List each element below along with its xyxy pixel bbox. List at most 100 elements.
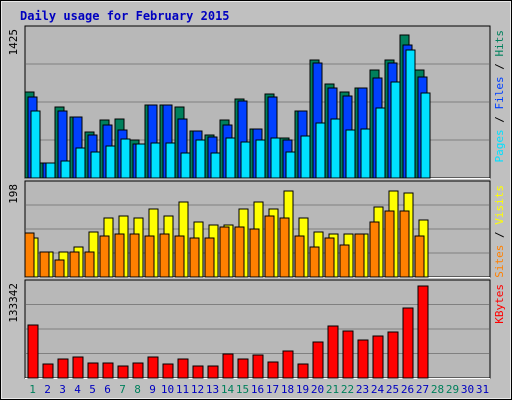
bar-pages-day-9 (150, 142, 161, 179)
bar-kbytes-day-14 (222, 353, 234, 379)
bar-sites-day-16 (249, 228, 260, 278)
bar-pages-day-5 (90, 151, 101, 179)
y-max-label: 198 (7, 184, 20, 204)
day-label-31: 31 (476, 383, 489, 396)
bar-sites-day-19 (294, 235, 305, 278)
day-label-5: 5 (89, 383, 96, 396)
legend: Sites / Visits (493, 185, 506, 278)
day-label-27: 27 (416, 383, 429, 396)
bar-pages-day-19 (300, 135, 311, 179)
bar-pages-day-13 (210, 152, 221, 179)
legend-separator: / (493, 225, 506, 245)
day-label-6: 6 (104, 383, 111, 396)
bar-kbytes-day-15 (237, 358, 249, 379)
day-label-16: 16 (251, 383, 264, 396)
bar-pages-day-12 (195, 139, 206, 179)
bar-pages-day-1 (30, 110, 41, 179)
bar-pages-day-2 (45, 162, 56, 179)
bar-kbytes-day-24 (372, 335, 384, 379)
day-label-20: 20 (311, 383, 324, 396)
bar-pages-day-14 (225, 137, 236, 179)
bar-kbytes-day-8 (132, 362, 144, 379)
day-label-4: 4 (74, 383, 81, 396)
day-label-18: 18 (281, 383, 294, 396)
chart-title: Daily usage for February 2015 (20, 9, 230, 23)
day-label-9: 9 (149, 383, 156, 396)
bar-sites-day-22 (339, 244, 350, 278)
hits-files-pages-panel: 1425 Pages / Files / Hits (7, 25, 506, 179)
bar-kbytes-day-5 (87, 362, 99, 379)
day-label-23: 23 (356, 383, 369, 396)
bar-pages-day-24 (375, 107, 386, 179)
bar-sites-day-6 (99, 235, 110, 278)
bar-kbytes-day-11 (177, 358, 189, 379)
bar-sites-day-18 (279, 217, 290, 278)
bar-kbytes-day-23 (357, 339, 369, 379)
bar-pages-day-23 (360, 128, 371, 179)
day-label-13: 13 (206, 383, 219, 396)
day-label-30: 30 (461, 383, 474, 396)
bar-sites-day-8 (129, 233, 140, 278)
bar-sites-day-9 (144, 235, 155, 278)
bar-pages-day-15 (240, 141, 251, 179)
bar-pages-day-26 (405, 49, 416, 179)
day-label-21: 21 (326, 383, 339, 396)
bar-kbytes-day-6 (102, 362, 114, 379)
bar-pages-day-4 (75, 147, 86, 179)
bar-sites-day-7 (114, 233, 125, 278)
day-label-15: 15 (236, 383, 249, 396)
day-label-25: 25 (386, 383, 399, 396)
bar-kbytes-day-2 (42, 363, 54, 379)
legend-separator: / (493, 110, 506, 130)
bar-sites-day-21 (324, 237, 335, 278)
legend: Pages / Files / Hits (493, 30, 506, 163)
bar-kbytes-day-16 (252, 354, 264, 379)
bar-kbytes-day-25 (387, 331, 399, 379)
bar-kbytes-day-13 (207, 365, 219, 379)
bar-kbytes-day-26 (402, 307, 414, 379)
bar-sites-day-25 (384, 210, 395, 278)
legend: KBytes (493, 284, 506, 324)
bar-pages-day-6 (105, 145, 116, 179)
legend-separator: / (493, 57, 506, 77)
day-label-10: 10 (161, 383, 174, 396)
bar-pages-day-22 (345, 129, 356, 179)
day-label-2: 2 (44, 383, 51, 396)
bar-sites-day-24 (369, 221, 380, 278)
legend-entry-hits: Hits (493, 30, 506, 57)
day-label-22: 22 (341, 383, 354, 396)
bar-kbytes-day-4 (72, 356, 84, 379)
bar-pages-day-3 (60, 160, 71, 179)
legend-entry-files: Files (493, 76, 506, 109)
y-max-label: 1425 (7, 29, 20, 56)
legend-entry-pages: Pages (493, 129, 506, 162)
legend-entry-kbytes: KBytes (493, 284, 506, 324)
bar-kbytes-day-12 (192, 365, 204, 379)
bar-sites-day-10 (159, 233, 170, 278)
bar-pages-day-11 (180, 152, 191, 179)
bar-sites-day-23 (354, 233, 365, 278)
bar-pages-day-17 (270, 137, 281, 179)
bar-pages-day-7 (120, 138, 131, 179)
bar-sites-day-11 (174, 235, 185, 278)
bar-kbytes-day-27 (417, 285, 429, 379)
kbytes-panel: 133342 KBytes (7, 279, 506, 379)
bar-sites-day-17 (264, 215, 275, 278)
bar-pages-day-18 (285, 151, 296, 179)
day-label-28: 28 (431, 383, 444, 396)
bar-kbytes-day-1 (27, 324, 39, 379)
bar-sites-day-4 (69, 251, 80, 278)
bar-sites-day-3 (54, 259, 65, 278)
day-label-26: 26 (401, 383, 414, 396)
bar-pages-day-16 (255, 139, 266, 179)
bar-sites-day-20 (309, 246, 320, 278)
day-label-14: 14 (221, 383, 235, 396)
day-label-1: 1 (29, 383, 36, 396)
bar-sites-day-1 (24, 232, 35, 278)
bar-pages-day-20 (315, 122, 326, 179)
day-label-11: 11 (176, 383, 189, 396)
bar-kbytes-day-3 (57, 358, 69, 379)
bar-kbytes-day-18 (282, 350, 294, 379)
